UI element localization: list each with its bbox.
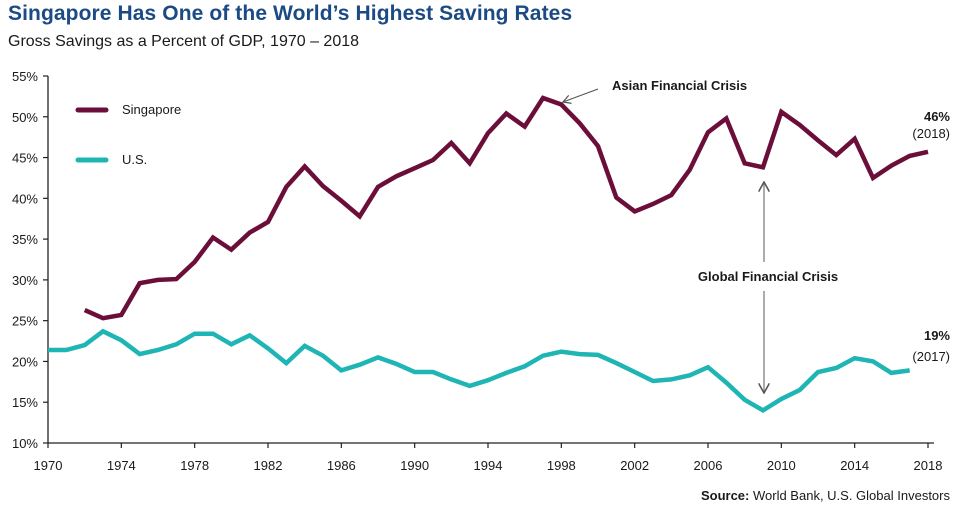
- y-tick-label: 10%: [12, 436, 38, 451]
- asian-crisis-label: Asian Financial Crisis: [612, 78, 747, 93]
- x-tick-label: 1990: [400, 458, 429, 473]
- y-ticks: 10% 15% 20% 25% 30% 35% 40% 45% 50% 55%: [12, 69, 48, 451]
- legend-label-us: U.S.: [122, 152, 147, 167]
- legend: Singapore U.S.: [75, 102, 181, 167]
- x-tick-label: 1986: [327, 458, 356, 473]
- source-label: Source:: [700, 488, 750, 503]
- x-tick-label: 1994: [474, 458, 503, 473]
- legend-label-singapore: Singapore: [122, 102, 181, 117]
- x-tick-label: 1998: [547, 458, 576, 473]
- y-tick-label: 55%: [12, 69, 38, 84]
- us-end-value: 19%: [924, 328, 950, 343]
- series-line-singapore: [83, 95, 929, 321]
- end-labels: 46% (2018) 19% (2017): [912, 109, 950, 364]
- chart-subtitle: Gross Savings as a Percent of GDP, 1970 …: [8, 33, 360, 50]
- y-tick-label: 50%: [12, 110, 38, 125]
- x-tick-label: 1978: [180, 458, 209, 473]
- y-tick-label: 35%: [12, 232, 38, 247]
- gfc-label: Global Financial Crisis: [698, 269, 838, 284]
- singapore-end-value: 46%: [924, 109, 950, 124]
- x-tick-label: 2018: [914, 458, 943, 473]
- y-tick-label: 40%: [12, 191, 38, 206]
- y-tick-label: 30%: [12, 273, 38, 288]
- x-tick-label: 1974: [107, 458, 136, 473]
- source-note: Source: World Bank, U.S. Global Investor…: [701, 488, 950, 503]
- chart-title: Singapore Has One of the World’s Highest…: [8, 2, 573, 25]
- x-tick-label: 1982: [254, 458, 283, 473]
- x-tick-label: 2010: [767, 458, 796, 473]
- x-tick-label: 2006: [694, 458, 723, 473]
- x-ticks: 1970 1974 1978 1982 1986 1990 1994 1998 2002 2006…: [34, 443, 943, 473]
- series-layer: [48, 95, 929, 414]
- series-line-u-s: [48, 328, 911, 414]
- source-text: World Bank, U.S. Global Investors: [749, 488, 950, 503]
- y-tick-label: 45%: [12, 151, 38, 166]
- axes: 10%15%20%25%30%35%40%45%50%55% 1970 1974 1…: [12, 69, 942, 473]
- singapore-end-year: (2018): [912, 126, 950, 141]
- us-end-year: (2017): [912, 349, 950, 364]
- x-tick-label: 2002: [620, 458, 649, 473]
- x-tick-label: 2014: [840, 458, 869, 473]
- y-tick-label: 20%: [12, 354, 38, 369]
- y-tick-label: 25%: [12, 314, 38, 329]
- asian-crisis-arrow: [563, 88, 599, 102]
- x-tick-label: 1970: [34, 458, 63, 473]
- y-tick-label: 15%: [12, 395, 38, 410]
- annotations: Asian Financial Crisis Global Financial …: [563, 78, 838, 393]
